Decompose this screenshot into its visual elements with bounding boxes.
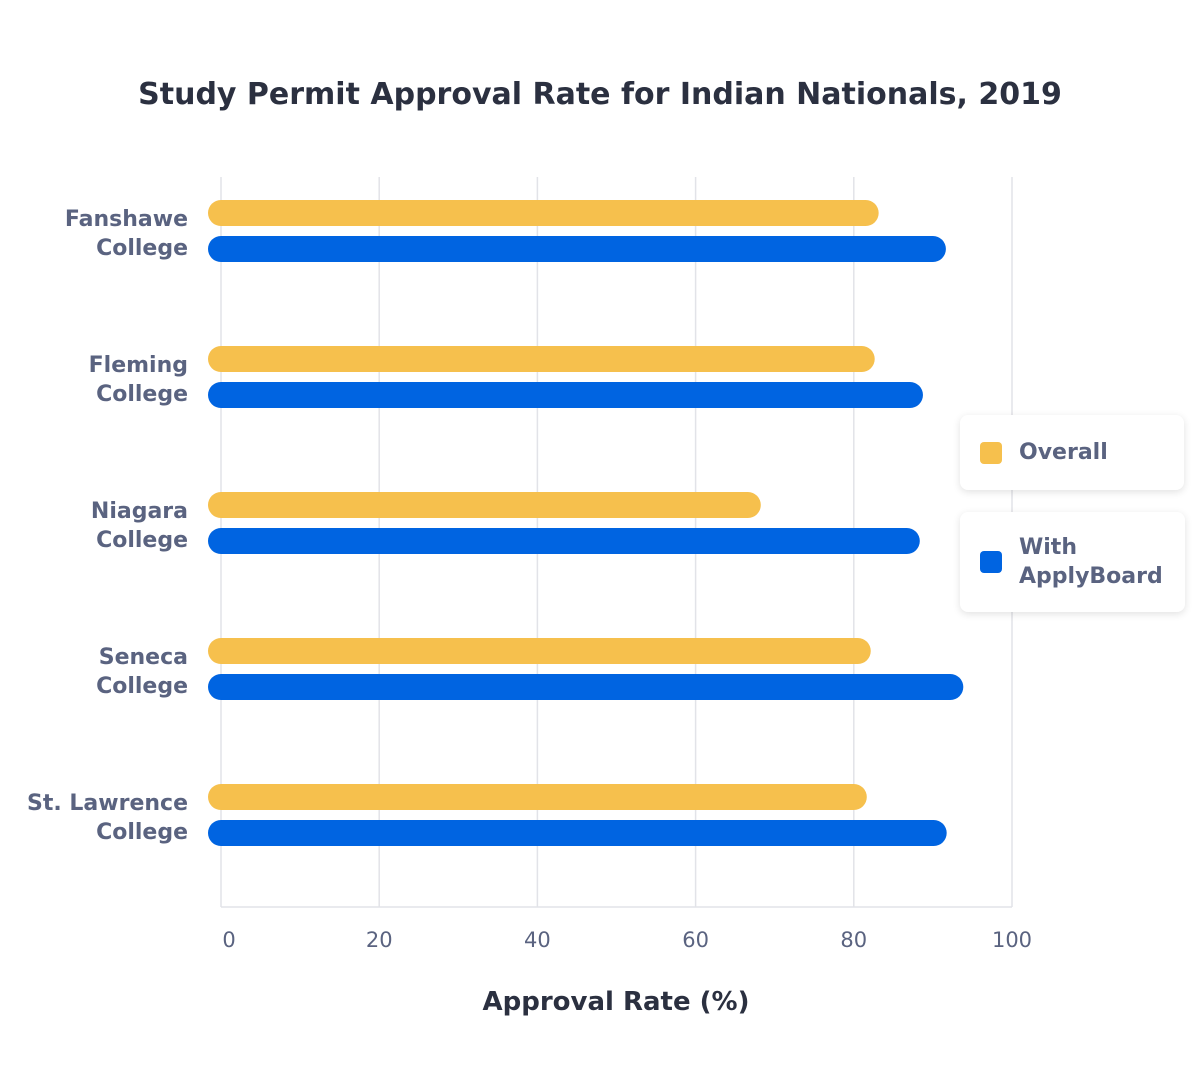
legend-swatch-overall xyxy=(980,441,1002,464)
category-label: Seneca College xyxy=(96,645,188,699)
x-tick-label: 20 xyxy=(366,928,393,952)
x-tick-label: 40 xyxy=(524,928,551,952)
category-label: Fanshawe College xyxy=(65,207,188,261)
x-tick-label: 0 xyxy=(222,928,235,952)
legend-label: Overall xyxy=(1019,440,1108,465)
x-tick-label: 80 xyxy=(840,928,867,952)
category-label: St. Lawrence College xyxy=(27,791,188,845)
category-label: Fleming College xyxy=(89,353,188,407)
x-axis-label: Approval Rate (%) xyxy=(483,987,750,1017)
legend-item-overall: Overall xyxy=(960,415,1184,490)
legend-label: With ApplyBoard xyxy=(1019,535,1163,589)
category-label: Niagara College xyxy=(91,499,188,553)
chart-title: Study Permit Approval Rate for Indian Na… xyxy=(138,77,1062,112)
legend-item-with-applyboard: With ApplyBoard xyxy=(960,512,1185,612)
legend-swatch-with-applyboard xyxy=(980,551,1002,573)
x-tick-label: 100 xyxy=(992,928,1032,952)
x-tick-label: 60 xyxy=(682,928,709,952)
